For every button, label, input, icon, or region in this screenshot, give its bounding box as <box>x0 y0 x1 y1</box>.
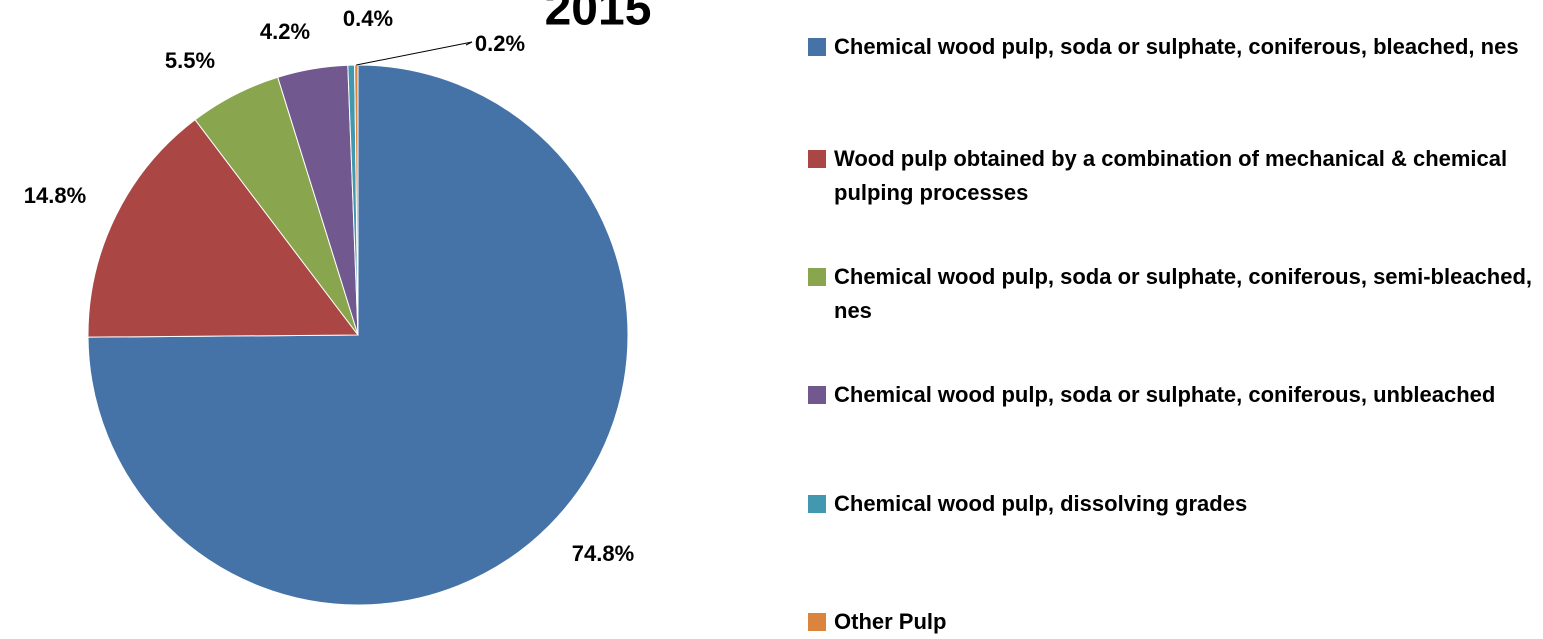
legend-swatch <box>808 386 826 404</box>
data-label: 5.5% <box>165 48 215 73</box>
legend-item: Other Pulp <box>808 605 1534 639</box>
legend-label: Chemical wood pulp, soda or sulphate, co… <box>834 34 1519 59</box>
legend-item: Chemical wood pulp, soda or sulphate, co… <box>808 378 1534 412</box>
legend-label: Other Pulp <box>834 609 947 634</box>
legend-item: Chemical wood pulp, soda or sulphate, co… <box>808 260 1534 328</box>
legend-swatch <box>808 38 826 56</box>
data-label: 0.2% <box>475 31 525 56</box>
chart-title: 2015 <box>545 0 652 36</box>
legend-item: Wood pulp obtained by a combination of m… <box>808 142 1534 210</box>
legend-label: Chemical wood pulp, soda or sulphate, co… <box>834 264 1533 323</box>
legend-label: Chemical wood pulp, dissolving grades <box>834 491 1248 516</box>
legend-label: Wood pulp obtained by a combination of m… <box>834 146 1508 205</box>
legend-item: Chemical wood pulp, dissolving grades <box>808 487 1534 521</box>
data-label: 4.2% <box>260 19 310 44</box>
data-label: 0.4% <box>343 6 393 31</box>
legend-item: Chemical wood pulp, soda or sulphate, co… <box>808 30 1534 64</box>
leader-line <box>356 41 473 66</box>
legend-label: Chemical wood pulp, soda or sulphate, co… <box>834 382 1496 407</box>
data-label: 14.8% <box>24 183 86 208</box>
legend-swatch <box>808 613 826 631</box>
data-label: 74.8% <box>572 541 634 566</box>
pie-slice <box>87 119 359 338</box>
legend-swatch <box>808 495 826 513</box>
legend-swatch <box>808 150 826 168</box>
legend-swatch <box>808 268 826 286</box>
